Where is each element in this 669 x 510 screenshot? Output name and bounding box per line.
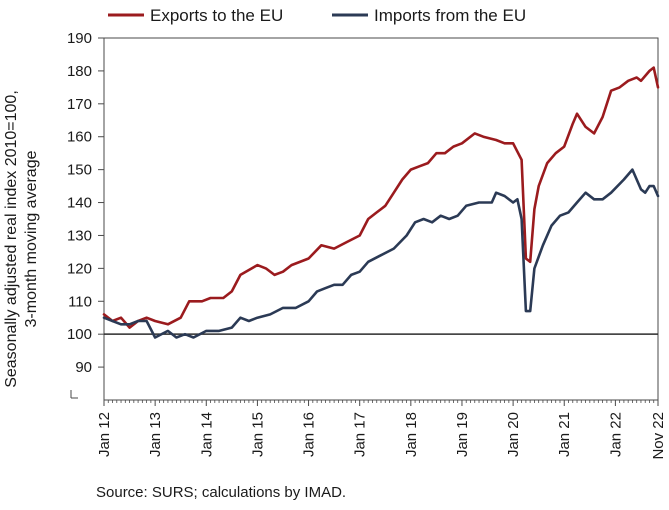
y-axis-title-line: Seasonally adjusted real index 2010=100, xyxy=(3,90,20,388)
x-tick-label: Nov 22 xyxy=(650,412,667,460)
y-tick-label: 140 xyxy=(67,195,92,212)
x-tick-label: Jan 15 xyxy=(249,412,266,457)
x-tick-label: Jan 12 xyxy=(96,412,113,457)
x-tick-label: Jan 16 xyxy=(301,412,318,457)
y-tick-label: 160 xyxy=(67,129,92,146)
y-tick-label: 180 xyxy=(67,63,92,80)
imports-line xyxy=(102,168,660,339)
x-tick-label: Jan 18 xyxy=(403,412,420,457)
x-axis: Jan 12 Jan 13 Jan 14 Jan 15 Jan 16 Jan 17 Jan … xyxy=(96,400,667,460)
y-tick-label: 110 xyxy=(68,293,92,310)
series-lines xyxy=(102,66,660,339)
legend-label: Imports from the EU xyxy=(374,6,526,25)
plot-border xyxy=(103,37,659,401)
y-tick-label: 120 xyxy=(67,260,92,277)
axis-break-icon xyxy=(70,390,78,399)
x-tick-label: Jan 19 xyxy=(454,412,471,457)
y-tick-label: 190 xyxy=(67,30,92,47)
legend: Exports to the EU Imports from the EU xyxy=(108,6,526,25)
y-tick-label: 90 xyxy=(75,359,92,376)
y-tick-label: 150 xyxy=(67,162,92,179)
x-tick-label: Jan 17 xyxy=(352,412,369,457)
y-tick-label: 100 xyxy=(67,326,92,343)
plot-frame xyxy=(103,37,659,401)
legend-item: Imports from the EU xyxy=(332,6,526,25)
x-tick-label: Jan 14 xyxy=(198,412,215,457)
source-note: Source: SURS; calculations by IMAD. xyxy=(96,484,347,501)
y-axis-title-line: 3-month moving average xyxy=(23,150,40,327)
y-axis-title: Seasonally adjusted real index 2010=100,… xyxy=(3,90,40,388)
legend-label: Exports to the EU xyxy=(150,6,283,25)
x-tick-label: Jan 21 xyxy=(556,412,573,457)
y-tick-label: 170 xyxy=(67,96,92,113)
x-tick-label: Jan 13 xyxy=(147,412,164,457)
legend-item: Exports to the EU xyxy=(108,6,283,25)
y-tick-label: 130 xyxy=(67,227,92,244)
x-tick-label: Jan 20 xyxy=(505,412,522,457)
x-tick-label: Jan 22 xyxy=(607,412,624,457)
y-axis: 190 180 170 160 150 140 130 120 110 100 90 xyxy=(67,30,104,399)
exports-line xyxy=(102,66,660,329)
